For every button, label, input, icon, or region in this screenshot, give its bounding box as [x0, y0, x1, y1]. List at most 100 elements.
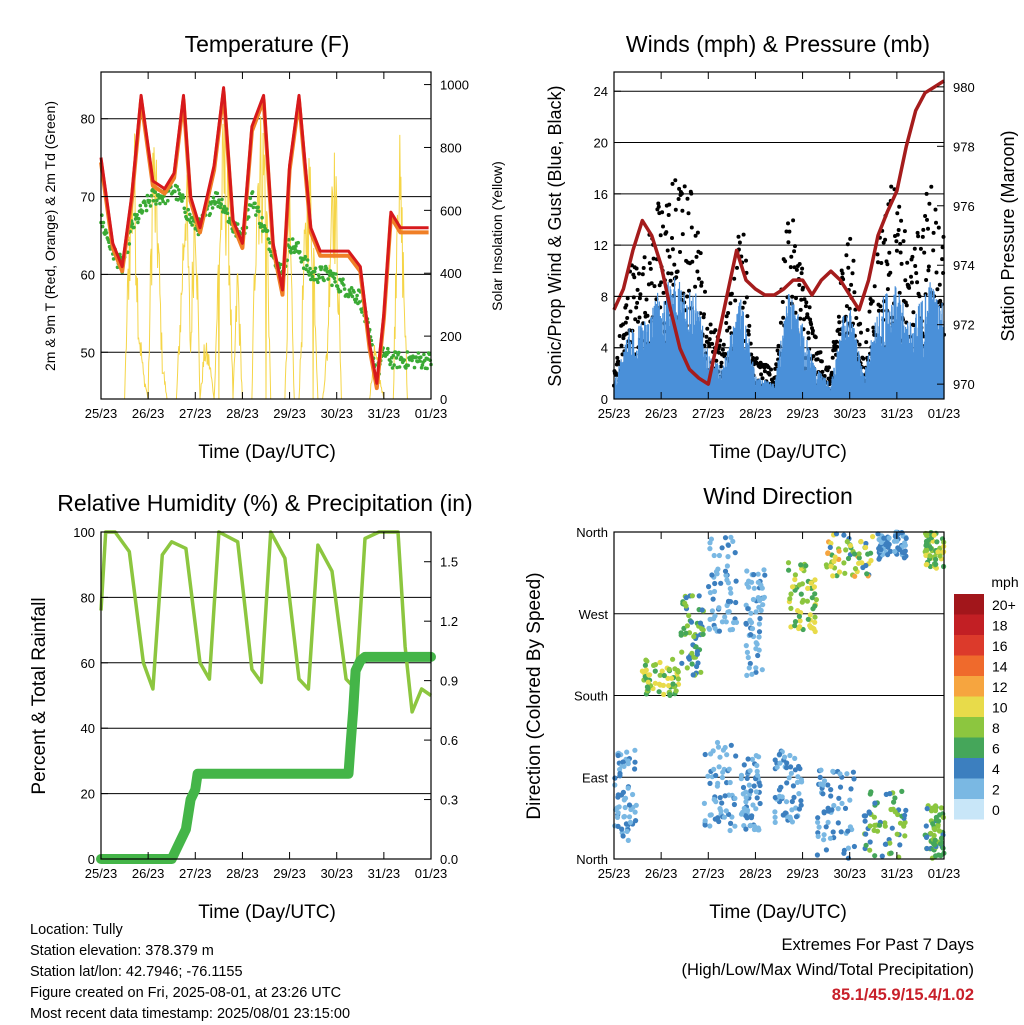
station-info: Location: Tully Station elevation: 378.3… [30, 920, 350, 1025]
gust-point [719, 360, 724, 365]
direction-point [675, 676, 682, 682]
gust-point [615, 355, 620, 360]
gust-point [643, 310, 648, 315]
gust-point [897, 204, 902, 209]
direction-point [697, 620, 704, 626]
dewpoint-point [224, 207, 229, 211]
gust-point [669, 271, 674, 276]
gust-point [733, 298, 738, 303]
legend-label: 20+ [992, 597, 1016, 613]
direction-point [724, 563, 731, 569]
x-tick-label: 31/23 [881, 406, 914, 421]
gust-point [909, 274, 913, 279]
dewpoint-point [144, 203, 148, 208]
direction-point [730, 538, 736, 545]
gust-point [709, 330, 714, 335]
direction-point [731, 801, 738, 808]
station-location: Location: Tully [30, 922, 123, 938]
legend-swatch [954, 737, 984, 758]
gust-point [926, 226, 930, 231]
x-tick-label: 01/23 [415, 406, 448, 421]
direction-point [863, 831, 869, 837]
direction-point [738, 772, 745, 779]
gust-point [810, 328, 815, 333]
gust-point [915, 230, 920, 235]
direction-point [666, 683, 672, 689]
direction-point [746, 782, 752, 788]
dewpoint-point [130, 222, 135, 226]
dewpoint-point [317, 276, 322, 280]
direction-point [804, 598, 811, 604]
direction-point [633, 818, 639, 824]
gust-point [858, 321, 863, 326]
dewpoint-point [341, 277, 345, 282]
direction-point [871, 827, 877, 834]
direction-point [865, 551, 871, 557]
direction-point [813, 597, 820, 603]
gust-point [637, 271, 641, 276]
direction-point [935, 822, 941, 828]
gust-point [769, 367, 773, 372]
direction-point [744, 775, 750, 782]
dewpoint-point [334, 272, 338, 276]
gust-point [805, 312, 810, 317]
direction-point [686, 612, 692, 619]
direction-point [702, 751, 708, 758]
gust-point [799, 271, 804, 276]
direction-point [661, 672, 667, 679]
direction-point [878, 547, 884, 553]
direction-point [797, 624, 803, 630]
direction-point [788, 605, 794, 612]
dewpoint-point [211, 195, 216, 200]
dewpoint-point [219, 202, 223, 206]
dewpoint-point [188, 212, 192, 217]
direction-point [624, 749, 630, 755]
dewpoint-point [391, 353, 396, 358]
direction-point [711, 766, 717, 772]
gust-point [674, 275, 679, 280]
direction-point [733, 599, 739, 606]
dewpoint-point [307, 273, 312, 277]
gust-point [830, 355, 835, 360]
direction-point [923, 823, 929, 829]
dewpoint-point [316, 273, 321, 277]
direction-point [744, 581, 750, 587]
direction-point [722, 568, 729, 574]
direction-point [831, 802, 837, 809]
gust-point [670, 181, 675, 186]
direction-point [630, 791, 636, 798]
gust-point [705, 326, 710, 331]
direction-point [812, 619, 818, 625]
direction-point [620, 833, 626, 839]
direction-point [782, 810, 789, 816]
gust-point [714, 358, 719, 363]
gust-point [827, 379, 832, 384]
gust-point [820, 369, 825, 374]
direction-point [715, 744, 722, 750]
direction-point [795, 608, 801, 614]
direction-point [693, 644, 699, 650]
direction-point [760, 602, 766, 608]
dewpoint-point [406, 363, 411, 368]
gust-point [819, 359, 824, 364]
direction-point [753, 646, 759, 652]
dewpoint-point [210, 206, 215, 210]
gust-point [649, 281, 654, 286]
gust-point [815, 357, 820, 362]
gust-point [732, 276, 737, 281]
direction-point [931, 826, 937, 832]
gust-point [651, 256, 656, 261]
direction-point [823, 824, 829, 830]
dewpoint-point [154, 202, 158, 206]
direction-point [690, 672, 696, 678]
direction-point [743, 795, 749, 801]
direction-point [749, 756, 756, 763]
direction-point [617, 766, 623, 773]
direction-point [750, 596, 757, 603]
legend-swatch [954, 778, 984, 799]
direction-point [798, 591, 804, 597]
direction-point [728, 590, 734, 596]
gust-point [644, 297, 649, 302]
direction-point [738, 811, 745, 817]
gust-point [804, 300, 809, 305]
